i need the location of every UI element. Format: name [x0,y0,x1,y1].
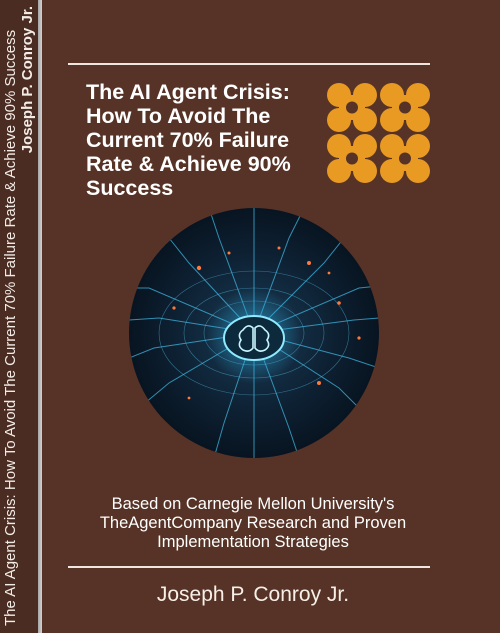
book-subtitle: Based on Carnegie Mellon University's Th… [99,495,407,551]
spine-title: The AI Agent Crisis: How To Avoid The Cu… [2,29,19,626]
author-name: Joseph P. Conroy Jr. [156,583,350,606]
book-spine: The AI Agent Crisis: How To Avoid The Cu… [0,0,38,633]
spine-text: The AI Agent Crisis: How To Avoid The Cu… [2,6,36,626]
top-divider [68,63,430,65]
bottom-divider [68,566,430,568]
book-title: The AI Agent Crisis: How To Avoid The Cu… [86,80,291,200]
spine-author: Joseph P. Conroy Jr. [19,6,36,154]
orange-flower-pattern-icon [326,82,431,184]
circuit-board-brain-icon [129,208,379,458]
